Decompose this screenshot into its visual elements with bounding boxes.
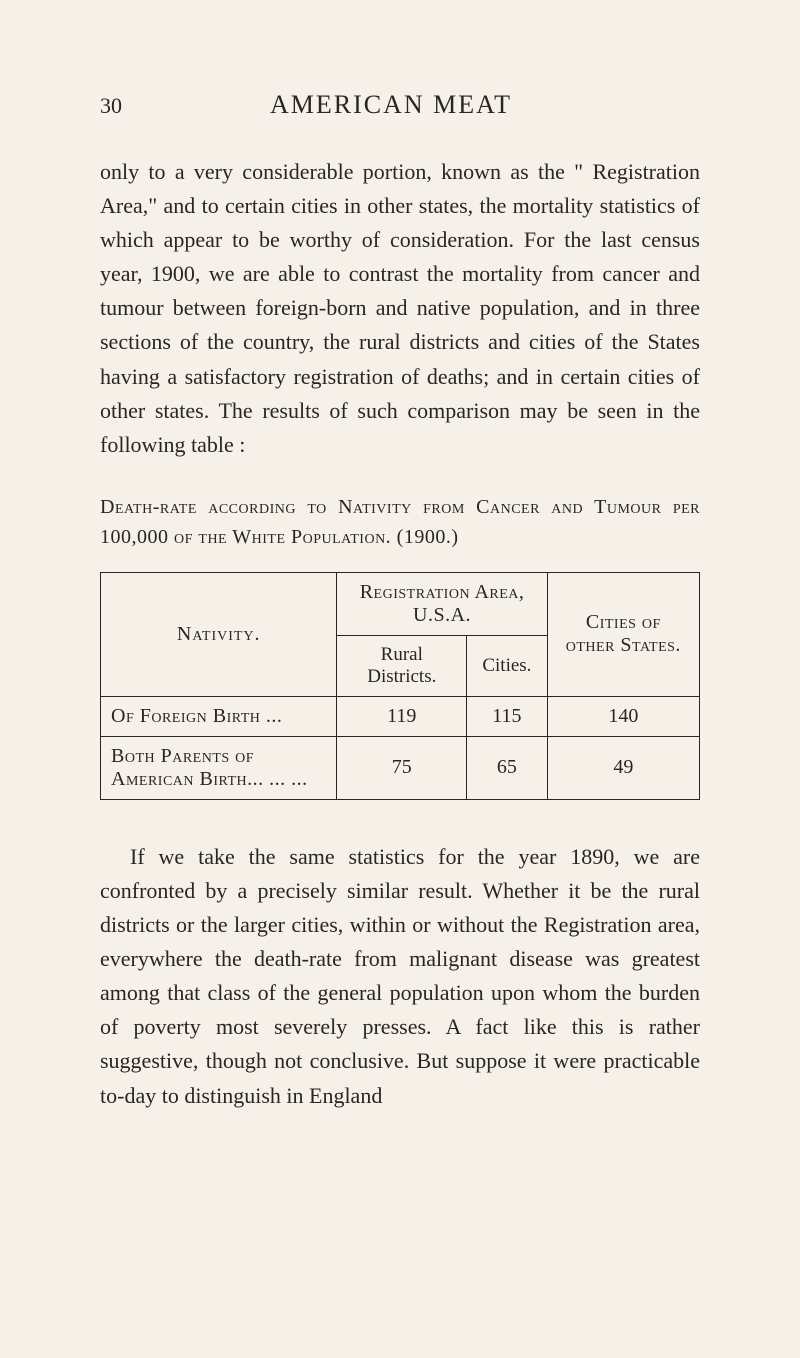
paragraph-2: If we take the same statistics for the y… <box>100 840 700 1113</box>
page-number: 30 <box>100 93 122 119</box>
death-rate-table: Nativity. Registration Area, U.S.A. Citi… <box>100 572 700 800</box>
nativity-header: Nativity. <box>101 572 337 696</box>
other-states-header: Cities of other States. <box>547 572 699 696</box>
table-header-row-1: Nativity. Registration Area, U.S.A. Citi… <box>101 572 700 635</box>
cities-header: Cities. <box>467 635 548 696</box>
cell-foreign-cities: 115 <box>467 696 548 736</box>
cell-american-cities: 65 <box>467 736 548 799</box>
registration-area-header: Registration Area, U.S.A. <box>337 572 547 635</box>
cell-foreign-rural: 119 <box>337 696 467 736</box>
table-row: Both Parents of American Birth... ... ..… <box>101 736 700 799</box>
cell-american-other: 49 <box>547 736 699 799</box>
book-title: AMERICAN MEAT <box>122 90 660 120</box>
row-label-american: Both Parents of American Birth... ... ..… <box>101 736 337 799</box>
row-label-foreign: Of Foreign Birth ... <box>101 696 337 736</box>
page-header: 30 AMERICAN MEAT <box>100 90 700 120</box>
rural-header: Rural Districts. <box>337 635 467 696</box>
cell-foreign-other: 140 <box>547 696 699 736</box>
table-row: Of Foreign Birth ... 119 115 140 <box>101 696 700 736</box>
table-title: Death-rate according to Nativity from Ca… <box>100 492 700 552</box>
paragraph-1: only to a very considerable portion, kno… <box>100 155 700 462</box>
cell-american-rural: 75 <box>337 736 467 799</box>
